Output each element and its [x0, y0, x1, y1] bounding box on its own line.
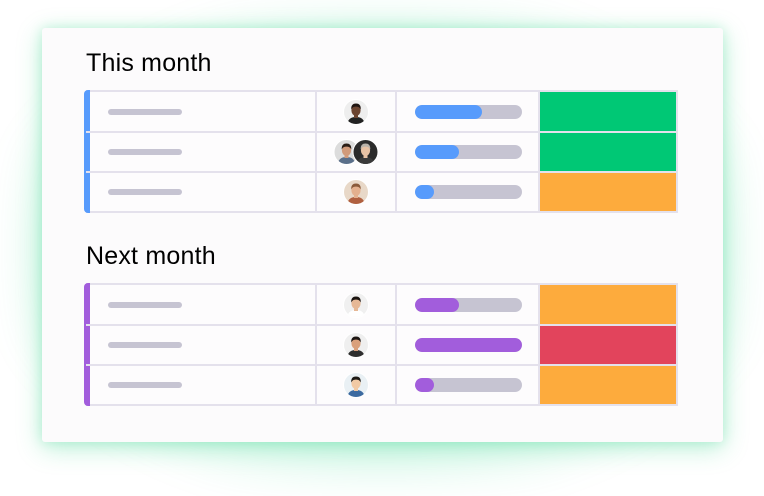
item-name-cell[interactable] — [86, 92, 317, 131]
progress-cell[interactable] — [397, 285, 540, 324]
avatar[interactable] — [352, 139, 379, 165]
table-row[interactable] — [86, 171, 676, 211]
progress-bar-fill — [415, 104, 483, 119]
item-name-placeholder — [108, 189, 182, 195]
item-name-cell[interactable] — [86, 173, 317, 211]
progress-bar-fill — [415, 378, 435, 392]
progress-cell[interactable] — [397, 133, 540, 171]
table-row[interactable] — [86, 92, 676, 131]
board-card: This month Next month — [42, 28, 723, 442]
avatar-group — [343, 372, 369, 398]
status-label — [540, 366, 676, 404]
progress-bar — [415, 338, 522, 352]
progress-cell[interactable] — [397, 326, 540, 364]
progress-bar-fill — [415, 145, 459, 159]
progress-bar-fill — [415, 338, 522, 352]
avatar[interactable] — [343, 332, 369, 358]
progress-bar — [415, 104, 522, 119]
table-row[interactable] — [86, 285, 676, 324]
avatar[interactable] — [343, 179, 369, 205]
progress-bar — [415, 145, 522, 159]
progress-bar — [415, 378, 522, 392]
item-name-placeholder — [108, 149, 182, 155]
table-row[interactable] — [86, 324, 676, 364]
item-name-placeholder — [108, 301, 182, 308]
status-cell[interactable] — [540, 326, 676, 364]
progress-cell[interactable] — [397, 92, 540, 131]
status-cell[interactable] — [540, 133, 676, 171]
progress-bar-fill — [415, 185, 435, 199]
progress-cell[interactable] — [397, 366, 540, 404]
owner-cell[interactable] — [317, 92, 397, 131]
item-name-placeholder — [108, 342, 182, 348]
group-color-edge — [84, 283, 90, 406]
progress-bar — [415, 185, 522, 199]
avatar-group — [343, 98, 369, 125]
status-cell[interactable] — [540, 366, 676, 404]
group-title-next-month[interactable]: Next month — [86, 242, 216, 270]
owner-cell[interactable] — [317, 326, 397, 364]
progress-cell[interactable] — [397, 173, 540, 211]
progress-bar — [415, 297, 522, 312]
status-cell[interactable] — [540, 173, 676, 211]
avatar-group — [343, 179, 369, 205]
status-label — [540, 173, 676, 211]
table-row[interactable] — [86, 364, 676, 404]
status-label — [540, 133, 676, 171]
item-name-placeholder — [108, 382, 182, 388]
status-label — [540, 285, 676, 324]
table-row[interactable] — [86, 131, 676, 171]
avatar[interactable] — [343, 372, 369, 398]
avatar-group — [333, 139, 379, 165]
avatar-group — [343, 291, 369, 318]
status-label — [540, 92, 676, 131]
status-label — [540, 326, 676, 364]
status-cell[interactable] — [540, 92, 676, 131]
item-name-placeholder — [108, 108, 182, 115]
owner-cell[interactable] — [317, 285, 397, 324]
status-cell[interactable] — [540, 285, 676, 324]
item-name-cell[interactable] — [86, 133, 317, 171]
avatar[interactable] — [343, 291, 369, 318]
item-name-cell[interactable] — [86, 326, 317, 364]
avatar-group — [343, 332, 369, 358]
owner-cell[interactable] — [317, 133, 397, 171]
item-name-cell[interactable] — [86, 366, 317, 404]
owner-cell[interactable] — [317, 366, 397, 404]
owner-cell[interactable] — [317, 173, 397, 211]
avatar[interactable] — [343, 98, 369, 125]
group-table-this-month — [84, 90, 678, 213]
group-table-next-month — [84, 283, 678, 406]
group-title-this-month[interactable]: This month — [86, 49, 212, 77]
item-name-cell[interactable] — [86, 285, 317, 324]
progress-bar-fill — [415, 297, 459, 312]
group-color-edge — [84, 90, 90, 213]
